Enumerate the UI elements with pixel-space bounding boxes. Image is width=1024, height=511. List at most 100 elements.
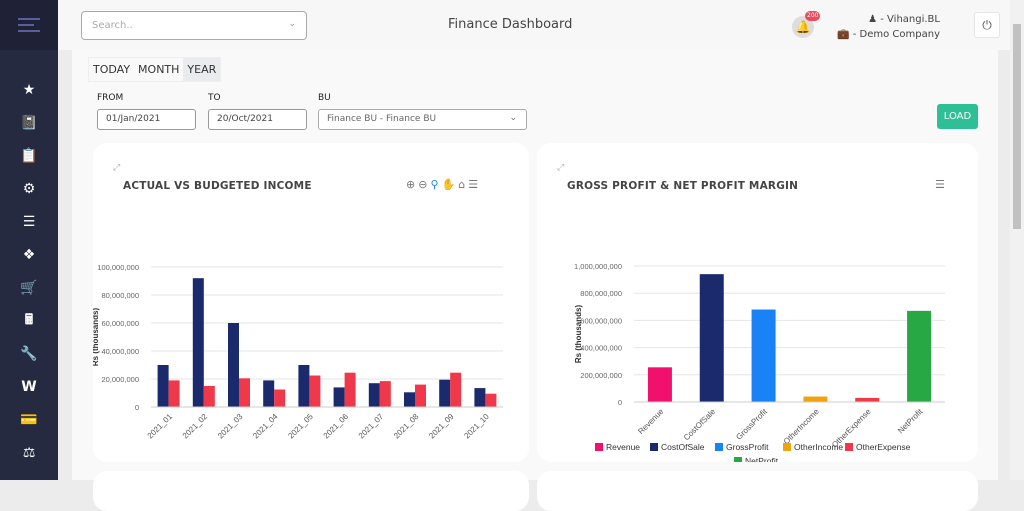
x-tick-label: 2021_04 (251, 412, 280, 441)
from-date-input[interactable]: 01/Jan/2021 (97, 109, 196, 130)
search-input[interactable]: Search.. ⌄ (81, 11, 307, 40)
user-icon: ♟ (868, 14, 881, 25)
y-axis-label: Rs (thousands) (93, 308, 100, 367)
sidebar-item-cubes[interactable]: ❖ (0, 238, 58, 271)
w-icon: W (21, 378, 37, 395)
user-info: ♟ - Vihangi.BL 💼 - Demo Company (837, 12, 940, 42)
bar-budgeted-income (239, 378, 250, 407)
bar-actual-income (263, 380, 275, 407)
legend-marker (595, 443, 603, 451)
sidebar-item-w[interactable]: W (0, 370, 58, 403)
y-tick-label: 20,000,000 (101, 375, 139, 384)
y-tick-label: 200,000,000 (580, 371, 622, 380)
sidebar-item-clipboard[interactable]: 📋 (0, 139, 58, 172)
chart-title: GROSS PROFIT & NET PROFIT MARGIN (567, 180, 799, 192)
notification-badge: 200 (805, 11, 821, 21)
bar-actual-income (192, 278, 204, 407)
scrollbar[interactable] (1010, 0, 1024, 480)
menu-icon[interactable]: ☰ (935, 178, 945, 191)
bar-otherexpense (855, 397, 880, 402)
bar-actual-income (157, 365, 169, 407)
pan-icon[interactable]: ✋ (441, 178, 456, 191)
tab-today[interactable]: TODAY (93, 63, 131, 76)
to-date-input[interactable]: 20/Oct/2021 (208, 109, 307, 130)
expand-icon[interactable]: ⤢ (113, 163, 121, 173)
x-tick-label: 2021_01 (146, 412, 175, 441)
load-button[interactable]: LOAD (937, 104, 978, 129)
zoom-select-icon[interactable]: ⚲ (430, 178, 439, 191)
next-card (93, 471, 529, 511)
top-header: Search.. ⌄ Finance Dashboard 🔔 200 ♟ - Vih… (58, 0, 1010, 50)
y-tick-label: 1,000,000,000 (574, 262, 622, 271)
y-tick-label: 60,000,000 (101, 319, 139, 328)
logout-button[interactable]: ⏻ (974, 12, 1000, 38)
scrollbar-thumb[interactable] (1013, 24, 1021, 229)
legend-item: NetProfit (745, 456, 779, 462)
bar-otherincome (803, 396, 828, 402)
x-tick-label: 2021_10 (462, 412, 491, 441)
cart-icon: 🛒 (20, 279, 38, 296)
tab-year[interactable]: YEAR (183, 58, 221, 81)
y-tick-label: 100,000,000 (97, 263, 139, 272)
sidebar-item-balance-scale[interactable]: ⚖ (0, 436, 58, 469)
y-tick-label: 0 (618, 398, 622, 407)
bar-budgeted-income (415, 384, 426, 407)
legend-marker (845, 443, 853, 451)
legend-marker (783, 443, 791, 451)
clipboard-icon: 📋 (20, 147, 38, 164)
credit-card-icon: 💳 (20, 411, 38, 428)
power-icon: ⏻ (982, 18, 992, 32)
search-placeholder: Search.. (92, 20, 133, 31)
calculator-icon: 🖩 (24, 311, 34, 328)
legend-item: GrossProfit (726, 442, 769, 452)
reset-home-icon[interactable]: ⌂ (458, 178, 466, 191)
main-content: TODAY MONTH YEAR FROM 01/Jan/2021 TO 20/… (72, 50, 998, 511)
briefcase-icon: 💼 (837, 29, 853, 40)
x-tick-label: OtherIncome (782, 407, 821, 446)
y-tick-label: 600,000,000 (580, 316, 622, 325)
income-bar-chart: 0 20,000,000 40,000,000 60,000,000 80,000,00… (93, 263, 503, 441)
menu-icon[interactable]: ☰ (468, 178, 479, 191)
menu-toggle[interactable] (0, 0, 58, 50)
bar-budgeted-income (379, 381, 391, 407)
chart-toolbar: ☰ (935, 178, 945, 191)
legend-marker (715, 443, 723, 451)
x-tick-label: 2021_08 (392, 412, 421, 441)
star-icon: ★ (22, 81, 36, 98)
zoom-in-icon[interactable]: ⊕ (406, 178, 416, 191)
zoom-out-icon[interactable]: ⊖ (418, 178, 428, 191)
x-tick-label: 2021_09 (427, 412, 456, 441)
bar-actual-income (368, 383, 380, 407)
sidebar-item-cart[interactable]: 🛒 (0, 271, 58, 304)
expand-icon[interactable]: ⤢ (557, 163, 565, 173)
tab-month[interactable]: MONTH (138, 63, 180, 76)
profit-bar-chart: 0 200,000,000 400,000,000 600,000,000 800,00… (574, 262, 945, 462)
bu-select[interactable]: Finance BU - Finance BU ⌄ (318, 109, 527, 130)
cubes-icon: ❖ (22, 246, 36, 263)
x-tick-label: CostOfSale (682, 407, 718, 443)
sidebar-item-server[interactable]: ☰ (0, 205, 58, 238)
hamburger-icon (18, 18, 40, 32)
page-title: Finance Dashboard (448, 17, 573, 32)
period-tabs: TODAY MONTH YEAR (88, 57, 222, 82)
bar-actual-income (333, 387, 345, 407)
sidebar-item-star[interactable]: ★ (0, 73, 58, 106)
chart-title: ACTUAL VS BUDGETED INCOME (123, 180, 312, 192)
chart-toolbar: ⊕ ⊖ ⚲ ✋ ⌂ ☰ (406, 178, 478, 191)
sidebar-item-wrench[interactable]: 🔧 (0, 337, 58, 370)
y-tick-label: 400,000,000 (580, 344, 622, 353)
bar-costofsale (699, 274, 724, 402)
sidebar-item-calculator[interactable]: 🖩 (0, 304, 58, 337)
notification-button[interactable]: 🔔 200 (792, 11, 821, 38)
y-tick-label: 0 (135, 403, 139, 412)
legend-item: Revenue (606, 442, 640, 452)
bar-actual-income (439, 379, 451, 407)
x-tick-label: 2021_03 (216, 412, 245, 441)
bar-budgeted-income (274, 389, 286, 407)
bar-budgeted-income (485, 393, 497, 407)
chevron-down-icon: ⌄ (288, 19, 296, 29)
sidebar-item-book[interactable]: 📓 (0, 106, 58, 139)
sidebar-item-cogs[interactable]: ⚙ (0, 172, 58, 205)
sidebar-item-credit-card[interactable]: 💳 (0, 403, 58, 436)
bar-netprofit (907, 310, 932, 402)
